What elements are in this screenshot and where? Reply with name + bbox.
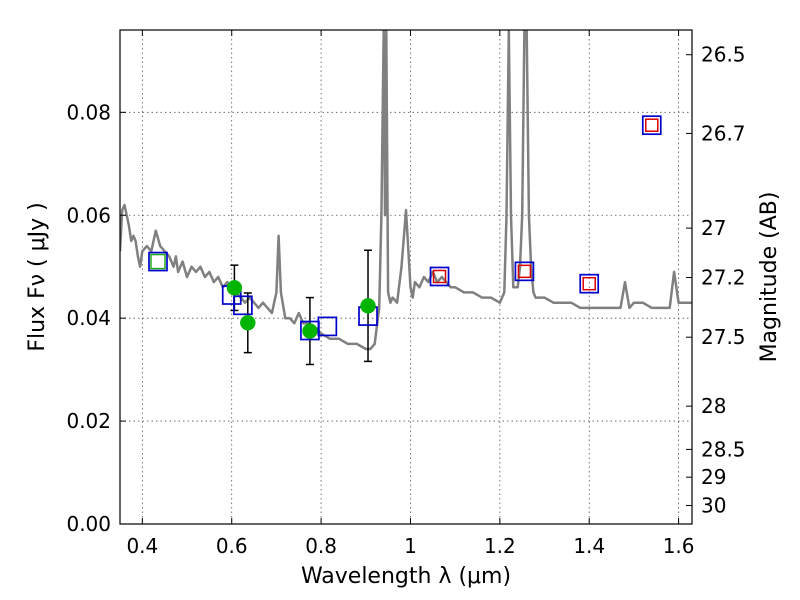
x-tick-label: 1.2 xyxy=(484,534,516,558)
x-tick-label: 1 xyxy=(404,534,417,558)
x-tick-label: 1.4 xyxy=(573,534,605,558)
mag-tick-label: 29 xyxy=(701,465,726,489)
data-layer xyxy=(120,30,692,366)
y-tick-label: 0.08 xyxy=(66,100,111,124)
observed-point xyxy=(360,298,376,314)
mag-tick-label: 28.5 xyxy=(701,437,746,461)
model-band-square xyxy=(233,295,253,316)
y-tick-label: 0.04 xyxy=(66,306,111,330)
model-spectrum-line xyxy=(120,30,692,351)
mag-tick-label: 30 xyxy=(701,493,726,517)
y-tick-label: 0.06 xyxy=(66,203,111,227)
mag-tick-label: 28 xyxy=(701,394,726,418)
model-band-inner-square xyxy=(582,276,596,291)
model-band-square xyxy=(641,115,662,136)
y-tick-label: 0.02 xyxy=(66,409,111,433)
x-tick-label: 0.8 xyxy=(305,534,337,558)
ticks: 0.4 0.6 0.8 1 1.2 1.4 1.6 0.00 0.02 0.04 0.06 0.08 2… xyxy=(66,30,746,558)
y-axis-label: Flux Fν ( μJy ) xyxy=(25,202,50,351)
model-band-square xyxy=(514,261,535,282)
mag-tick-label: 26.7 xyxy=(701,121,746,145)
mag-tick-label: 26.5 xyxy=(701,43,746,67)
mag-tick-label: 27 xyxy=(701,216,726,240)
model-band-square xyxy=(317,316,338,337)
observed-point xyxy=(226,280,243,296)
model-band-inner-square xyxy=(517,264,532,279)
y-axis-right-label: Magnitude (AB) xyxy=(757,192,782,363)
y-tick-label: 0.00 xyxy=(66,512,111,536)
x-axis-label: Wavelength λ (μm) xyxy=(301,564,511,589)
model-band-square xyxy=(579,273,600,294)
model-band-square xyxy=(148,251,168,272)
model-band-inner-square xyxy=(645,118,659,132)
observed-point xyxy=(240,315,256,331)
mag-tick-label: 27.5 xyxy=(701,325,746,349)
observed-point xyxy=(302,323,318,339)
x-tick-label: 1.6 xyxy=(663,534,695,558)
model-band-square xyxy=(429,266,450,287)
model-band-inner-square xyxy=(432,269,447,284)
mag-tick-label: 27.2 xyxy=(701,266,746,290)
plot-frame xyxy=(119,29,693,525)
x-tick-label: 0.4 xyxy=(126,534,158,558)
model-band-inner-square xyxy=(150,253,166,270)
x-tick-label: 0.6 xyxy=(216,534,248,558)
